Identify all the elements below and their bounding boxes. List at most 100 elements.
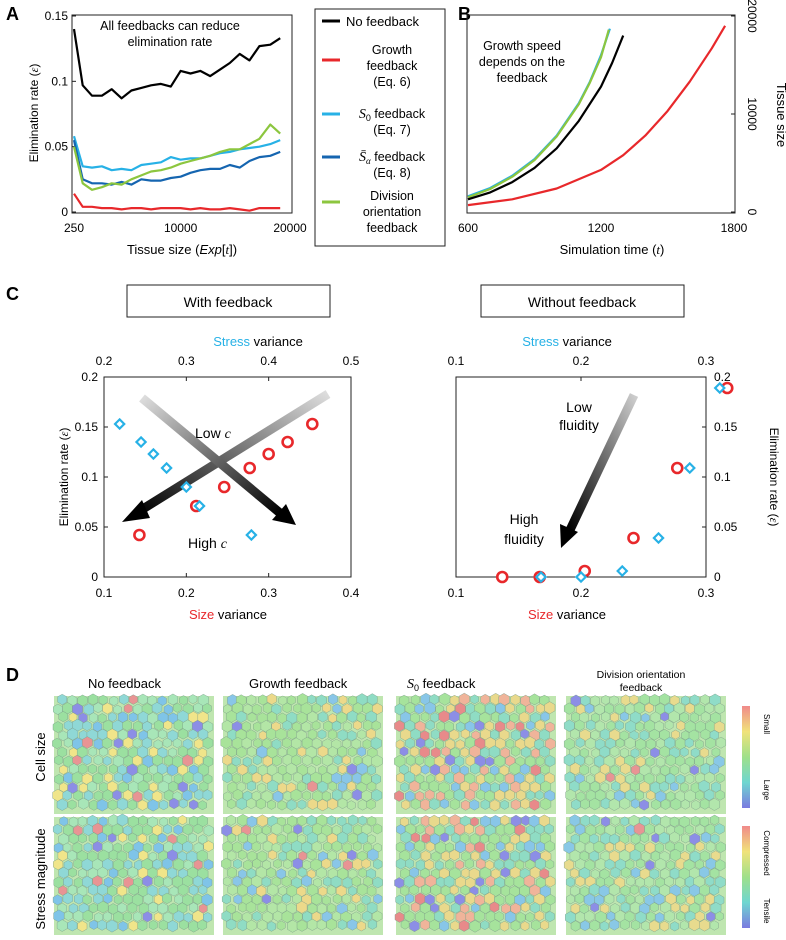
- tissue-cell: [464, 823, 474, 835]
- tissue-cell: [99, 746, 108, 757]
- tissue-cell: [109, 763, 118, 774]
- tissue-cell: [221, 893, 231, 905]
- tissue-cell: [635, 911, 647, 924]
- chart-a: All feedbacks can reduce elimination rat…: [27, 9, 307, 257]
- tissue-cell: [639, 693, 650, 706]
- series-line-b-2: [467, 35, 625, 201]
- tissue-cell: [123, 703, 133, 714]
- tissue-cell: [256, 745, 268, 759]
- arrow-shaft-1: [135, 390, 331, 516]
- arrow-shaft-2: [139, 394, 283, 517]
- tissue-cell: [425, 719, 435, 731]
- tissue-cell: [122, 789, 133, 801]
- tissue-cell: [59, 816, 69, 827]
- point-stress-variance: [180, 480, 193, 494]
- tissue-cell: [277, 800, 287, 811]
- tissue-cell: [262, 910, 273, 923]
- tissue-cell: [367, 765, 376, 776]
- tissue-cell: [97, 883, 108, 896]
- tissue-cell: [535, 790, 544, 800]
- tissue-cell: [97, 764, 108, 775]
- tissue-cell: [569, 762, 581, 776]
- tissue-cell: [480, 884, 490, 896]
- tissue-cell: [178, 728, 188, 740]
- tissue-cell: [88, 763, 97, 775]
- arrow-shaft-fluidity: [565, 393, 639, 532]
- tissue-cell: [351, 738, 361, 750]
- tissue-cell: [604, 876, 614, 887]
- tissue-cell: [179, 798, 188, 809]
- tissue-cell: [123, 893, 133, 905]
- tissue-cell: [247, 712, 257, 723]
- tissue-cell: [709, 763, 719, 775]
- tissue-cell: [338, 695, 348, 705]
- tissue-cell: [347, 746, 357, 757]
- tissue-cell: [699, 866, 710, 879]
- tissue-cell: [167, 920, 178, 933]
- x-tick-label-top: 0.1: [448, 354, 465, 368]
- tissue-cell: [152, 772, 163, 784]
- tissue-cell: [539, 728, 550, 741]
- tissue-cell: [337, 729, 348, 742]
- tissue-cell: [680, 799, 690, 810]
- row-label-cell-size: Cell size: [33, 732, 48, 781]
- tissue-cell: [600, 728, 611, 741]
- tissue-cell: [609, 695, 619, 706]
- tissue-cell: [570, 728, 580, 740]
- tissue-cell: [439, 692, 451, 706]
- tissue-cell: [188, 884, 199, 896]
- tissue-cell: [98, 694, 108, 706]
- tissue-cell: [108, 712, 117, 722]
- tissue-cell: [594, 894, 605, 906]
- tissue-cell: [106, 728, 118, 741]
- tissue-cell: [545, 859, 555, 870]
- tissue-cell: [331, 858, 341, 870]
- tissue-cell: [489, 919, 501, 933]
- tissue-cell: [671, 729, 680, 740]
- tissue-cell: [445, 859, 455, 870]
- tissue-cell: [589, 919, 600, 932]
- tissue-cell: [644, 702, 654, 714]
- tissue-cell: [690, 747, 700, 758]
- panel-letter-d: D: [6, 665, 19, 685]
- tissue-cell: [142, 721, 152, 733]
- tissue-cell: [405, 893, 414, 904]
- tissue-cell: [283, 859, 292, 870]
- tissue-cell: [357, 729, 367, 740]
- tissue-cell: [424, 789, 435, 801]
- tissue-cell: [72, 703, 83, 716]
- tissue-cell: [645, 859, 655, 871]
- tissue-cell: [119, 693, 129, 705]
- point-stress-variance: [193, 499, 206, 513]
- tissue-cell: [202, 736, 214, 750]
- tissue-cell: [127, 866, 138, 878]
- tissue-cell: [201, 893, 213, 907]
- tissue-cell: [680, 747, 689, 757]
- tissue-cell: [604, 893, 615, 905]
- tissue-cell: [715, 859, 726, 872]
- tissue-cell: [142, 911, 153, 923]
- tissue-cell: [328, 693, 338, 705]
- tissue-cell: [162, 892, 172, 905]
- column-title-division-1: Division orientation: [597, 669, 686, 681]
- tissue-cell: [476, 789, 486, 801]
- tissue-cell: [404, 910, 415, 923]
- tissue-cell: [128, 848, 139, 861]
- tissue-cell: [458, 919, 470, 932]
- tissue-cell: [163, 789, 174, 802]
- tissue-cell: [102, 702, 113, 715]
- tissue-cell: [237, 849, 247, 860]
- tissue-cell: [286, 884, 298, 898]
- point-stress-variance: [713, 381, 726, 395]
- tissue-cell: [694, 893, 705, 905]
- point-stress-variance: [574, 570, 588, 584]
- tissue-cell: [92, 721, 103, 732]
- tissue-cell: [699, 919, 710, 932]
- tissue-cell: [337, 745, 348, 758]
- tissue-cell: [470, 762, 481, 775]
- tissue-cell: [108, 849, 119, 861]
- tissue-cell: [182, 823, 193, 836]
- tissue-cell: [439, 729, 450, 742]
- tissue-cell: [296, 729, 307, 742]
- tissue-cell: [488, 745, 500, 759]
